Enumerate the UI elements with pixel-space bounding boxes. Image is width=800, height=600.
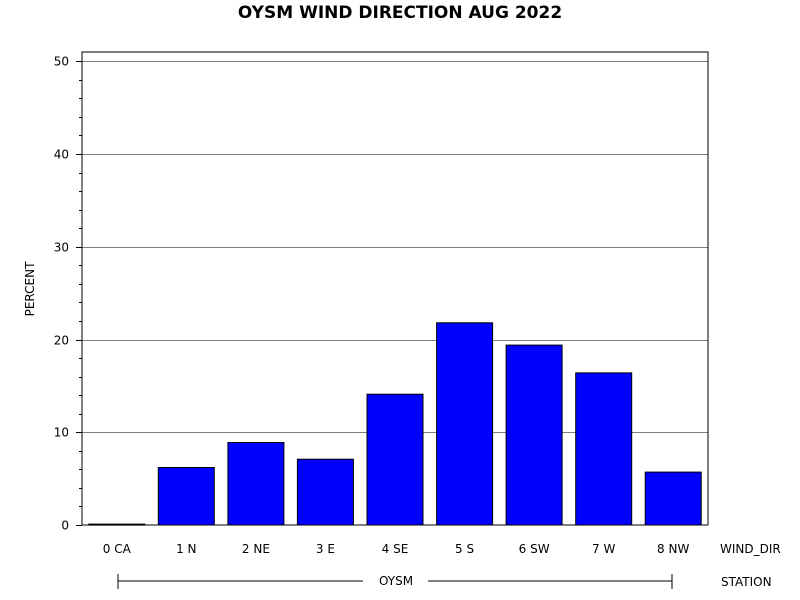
x-tick-label: 4 SE [382,542,409,556]
station-label: STATION [721,575,772,589]
y-tick-label: 10 [54,426,69,440]
bar [366,393,424,526]
bar [157,467,215,526]
bars [88,322,702,526]
x-tick-label: 3 E [316,542,335,556]
bar [575,372,633,526]
x-tick-label: 6 SW [519,542,550,556]
x-axis: 0 CA 1 N 2 NE 3 E 4 SE 5 S 6 SW 7 W 8 NW [103,542,690,556]
x-tick-label: 1 N [176,542,196,556]
y-axis-label: PERCENT [23,261,37,316]
x-tick-label: 8 NW [657,542,689,556]
y-tick-label: 20 [54,334,69,348]
y-tick-label: 30 [54,241,69,255]
y-tick-label: 40 [54,148,69,162]
plot-frame [81,51,709,526]
x-axis-label: WIND_DIR [720,542,781,556]
y-axis: 0 10 20 30 40 50 [54,55,82,533]
y-tick-label: 0 [61,519,69,533]
bar [505,344,563,526]
chart-title: OYSM WIND DIRECTION AUG 2022 [238,3,562,23]
bar [296,458,354,526]
x-tick-label: 7 W [592,542,615,556]
bar [227,442,285,526]
x-tick-label: 2 NE [242,542,270,556]
bar [644,471,702,526]
x-tick-label: 0 CA [103,542,132,556]
station-value: OYSM [379,574,413,588]
y-tick-label: 50 [54,55,69,69]
station-axis: OYSM STATION [117,574,772,589]
x-tick-label: 5 S [455,542,474,556]
bar [436,322,494,526]
